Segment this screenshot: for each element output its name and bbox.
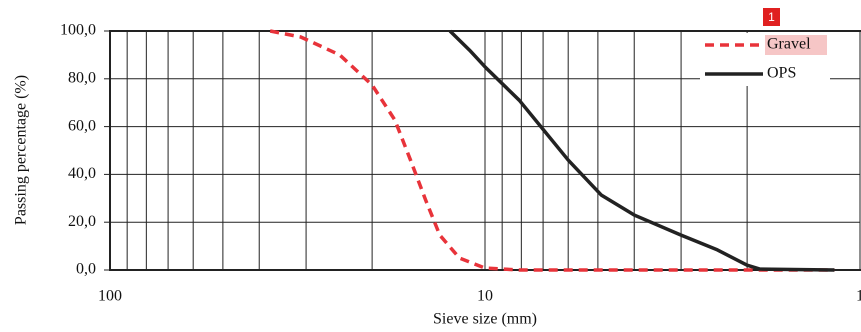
y-tick-label: 20,0 xyxy=(68,213,96,230)
y-tick-label: 60,0 xyxy=(68,117,96,134)
y-tick-label: 40,0 xyxy=(68,165,96,182)
x-tick-label: 100 xyxy=(98,288,122,305)
legend-label: OPS xyxy=(767,65,796,82)
highlight xyxy=(765,35,827,55)
annotation-badge xyxy=(763,8,780,26)
y-axis-title: Passing percentage (%) xyxy=(13,75,30,225)
data-line xyxy=(269,29,835,272)
x-tick-label: 1 xyxy=(856,288,861,305)
y-tick-label: 0,0 xyxy=(76,261,96,278)
y-tick-label: 100,0 xyxy=(60,22,96,39)
plot-frame xyxy=(109,30,861,271)
x-tick-label: 10 xyxy=(477,288,493,305)
legend-label: Gravel xyxy=(767,36,811,53)
data-line xyxy=(448,29,835,272)
x-axis-title: Sieve size (mm) xyxy=(433,311,537,328)
annotation-label: 1 xyxy=(768,10,775,24)
y-tick-label: 80,0 xyxy=(68,69,96,86)
legend: Gravel OPS xyxy=(700,33,830,86)
